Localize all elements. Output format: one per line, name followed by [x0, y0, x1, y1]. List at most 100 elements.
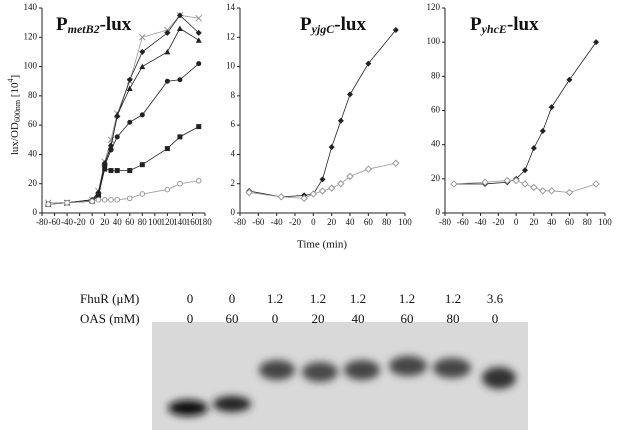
point — [126, 76, 133, 83]
point — [176, 12, 183, 19]
x-tick-label: 40 — [113, 217, 123, 227]
x-tick-label: 100 — [148, 217, 162, 227]
band — [259, 360, 295, 380]
x-tick-label: -80 — [36, 217, 48, 227]
x-tick-label: 0 — [514, 217, 519, 227]
point — [45, 201, 52, 208]
point — [177, 77, 183, 83]
point — [139, 63, 146, 70]
series-line — [48, 180, 199, 205]
x-tick-label: -80 — [234, 217, 246, 227]
x-tick-label: 60 — [364, 217, 374, 227]
band — [482, 367, 516, 389]
point — [365, 60, 372, 67]
point — [309, 190, 318, 198]
gel-row-label: FhuR (μM) — [80, 291, 139, 306]
point — [139, 48, 146, 55]
gel-lane-value: 1.2 — [310, 291, 326, 306]
point — [539, 187, 547, 195]
band — [344, 360, 380, 380]
point — [127, 119, 133, 125]
x-tick-label: 20 — [100, 217, 110, 227]
x-tick-label: 0 — [90, 217, 95, 227]
point — [95, 197, 102, 203]
point — [347, 91, 353, 98]
y-tick-label: 100 — [427, 36, 441, 46]
point — [164, 29, 171, 36]
x-tick-label: 140 — [173, 217, 187, 227]
y-axis-label: lux/OD600nm [104] — [6, 75, 22, 155]
x-tick-label: -40 — [61, 217, 73, 227]
series-line — [48, 14, 200, 205]
gel-labels: FhuR (μM) 0 0 1.2 1.2 1.2 1.2 1.2 3.6 OAS (mM) 0 60… — [80, 291, 504, 326]
point — [196, 124, 202, 130]
title-part: P — [300, 14, 312, 35]
gel-lane-value: 0 — [229, 291, 236, 306]
gel-lane-value: 1.2 — [350, 291, 366, 306]
point — [138, 33, 146, 41]
y-tick-label: 100 — [24, 61, 38, 71]
chart-title: PmetB2-lux — [56, 14, 132, 35]
point — [548, 104, 555, 111]
x-tick-label: 160 — [186, 217, 200, 227]
point — [565, 188, 574, 197]
y-tick-label: 0 — [436, 207, 441, 217]
point — [503, 176, 511, 185]
point — [392, 26, 399, 33]
gel-lane-value: 40 — [352, 311, 365, 326]
y-tick-label: 8 — [231, 90, 236, 100]
series-line — [48, 126, 199, 205]
x-tick-label: -60 — [49, 217, 61, 227]
x-tick-label: 20 — [529, 217, 539, 227]
point — [196, 61, 202, 67]
x-tick-label: -20 — [492, 217, 504, 227]
point — [164, 78, 170, 84]
chart: -80 -60 -40 -20 0 20 40 60 80 100 0 20 40 60 80 100 120 P… — [427, 2, 613, 227]
y-tick-label: 40 — [431, 139, 441, 149]
x-tick-label: -40 — [271, 217, 283, 227]
x-tick-label: 0 — [311, 217, 316, 227]
point — [126, 85, 133, 92]
gel-lane-value: 0 — [492, 311, 499, 326]
point — [593, 39, 600, 46]
point — [108, 168, 114, 174]
band — [389, 356, 427, 376]
point — [530, 145, 537, 152]
point — [530, 183, 538, 192]
y-label-part: [10 — [9, 82, 21, 100]
point — [114, 111, 121, 118]
gel-lane-value: 3.6 — [487, 291, 504, 306]
chart: -80 -60 -40 -20 0 20 40 60 80 100 0 2 4 6 8 10 12 14 PyjgC… — [226, 2, 412, 227]
y-tick-label: 140 — [24, 2, 38, 12]
y-tick-label: 4 — [231, 148, 236, 158]
y-label-sub: 600nm — [13, 99, 22, 122]
point — [364, 165, 373, 173]
point — [547, 187, 556, 195]
point — [346, 172, 354, 181]
y-tick-label: 20 — [431, 173, 441, 183]
point — [102, 166, 108, 172]
chart-title: PyhcE-lux — [470, 14, 539, 35]
chart: -80 -60 -40 -20 0 20 40 60 80 100 120 140 160 1800204… — [24, 2, 213, 227]
point — [164, 146, 170, 152]
y-tick-label: 12 — [226, 31, 235, 41]
gel-bands — [168, 356, 516, 416]
x-axis-label: Time (min) — [297, 239, 347, 251]
point — [318, 187, 327, 195]
point — [592, 180, 600, 188]
series-line — [249, 162, 396, 199]
point — [195, 177, 202, 184]
point — [566, 76, 573, 83]
x-tick-label: 120 — [161, 217, 175, 227]
point — [277, 193, 285, 201]
point — [195, 29, 202, 36]
point — [114, 134, 120, 140]
point — [521, 180, 529, 188]
x-tick-label: -60 — [252, 217, 264, 227]
x-tick-label: 60 — [565, 217, 575, 227]
point — [337, 117, 344, 124]
gel-lane-value: 20 — [312, 311, 325, 326]
point — [164, 48, 171, 55]
point — [539, 128, 546, 134]
